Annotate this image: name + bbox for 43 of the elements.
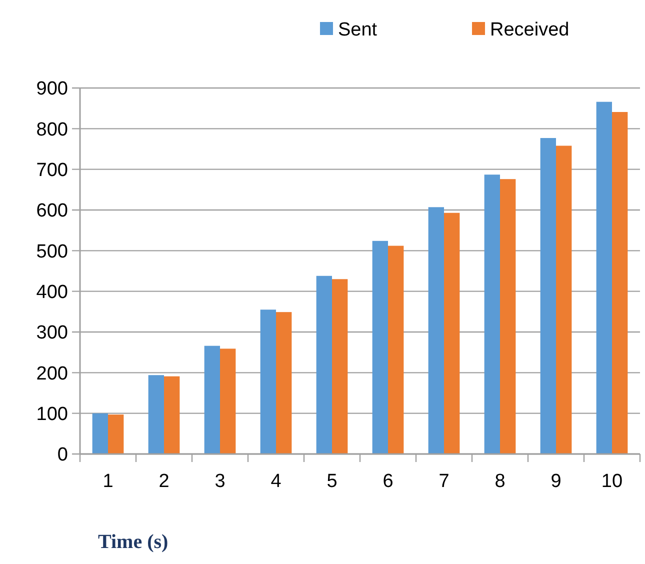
x-tick-label: 4 bbox=[270, 471, 282, 492]
y-tick-label: 800 bbox=[36, 119, 68, 140]
bar bbox=[388, 246, 404, 454]
bar bbox=[260, 310, 276, 454]
bar bbox=[484, 174, 500, 454]
x-tick-label: 8 bbox=[494, 471, 506, 492]
x-tick-label: 7 bbox=[438, 471, 450, 492]
x-tick-label: 3 bbox=[214, 471, 226, 492]
bar bbox=[92, 413, 108, 454]
x-tick-label: 9 bbox=[550, 471, 562, 492]
y-tick-label: 0 bbox=[57, 444, 68, 466]
x-tick-label: 6 bbox=[382, 471, 394, 492]
bar bbox=[428, 207, 444, 454]
y-tick-label: 400 bbox=[36, 282, 68, 303]
bar bbox=[316, 276, 332, 454]
bar bbox=[372, 240, 388, 454]
y-tick-label: 100 bbox=[36, 404, 68, 425]
y-tick-label: 600 bbox=[36, 200, 68, 222]
y-tick-label: 900 bbox=[36, 78, 68, 100]
bar bbox=[444, 212, 460, 454]
bar bbox=[332, 279, 348, 454]
bar bbox=[612, 112, 628, 454]
bar bbox=[148, 375, 164, 454]
bar bbox=[276, 312, 292, 454]
y-tick-label: 300 bbox=[36, 322, 68, 344]
x-tick-label: 2 bbox=[158, 471, 170, 492]
x-tick-label: 5 bbox=[326, 471, 338, 492]
bar bbox=[540, 138, 556, 454]
x-tick-label: 10 bbox=[601, 471, 623, 492]
x-axis-title: Time (s) bbox=[98, 531, 168, 553]
bar bbox=[220, 348, 236, 454]
y-tick-label: 200 bbox=[36, 363, 68, 384]
bar bbox=[204, 346, 220, 454]
bar bbox=[556, 146, 572, 454]
legend-label: Received bbox=[490, 20, 570, 41]
bar bbox=[500, 179, 516, 454]
legend-label: Sent bbox=[338, 20, 378, 41]
x-tick-label: 1 bbox=[102, 471, 114, 492]
y-tick-label: 500 bbox=[36, 241, 68, 262]
y-tick-label: 700 bbox=[36, 160, 68, 181]
bar bbox=[596, 102, 612, 454]
bar bbox=[164, 376, 180, 454]
bar bbox=[108, 414, 124, 454]
